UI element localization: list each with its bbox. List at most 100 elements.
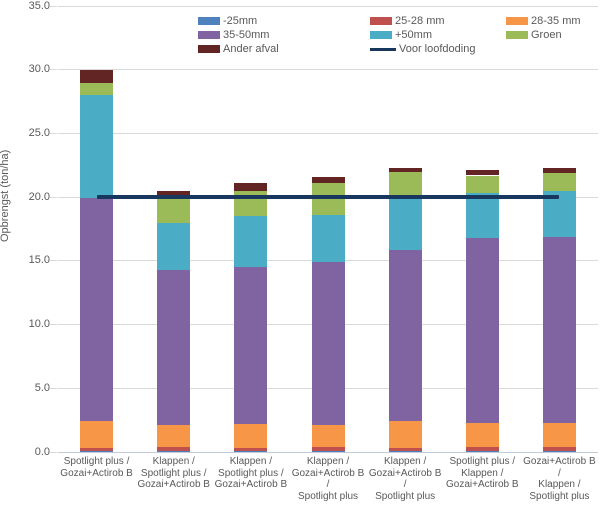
x-axis-label-line: Spotlight plus / xyxy=(140,467,207,479)
bar-segment--25mm[interactable] xyxy=(542,451,576,452)
y-tick-label: 35.0 xyxy=(28,0,50,12)
legend-swatch xyxy=(370,31,392,39)
bar-segment-anderafval[interactable] xyxy=(542,167,576,173)
bar-segment--25mm[interactable] xyxy=(311,451,345,452)
y-tick-label: 5.0 xyxy=(34,381,50,394)
x-axis-label-line: Klappen / xyxy=(384,456,427,467)
bar-segment-35-50mm[interactable] xyxy=(388,250,422,421)
bar-segment--25mm[interactable] xyxy=(234,451,268,452)
legend-item--25mm[interactable]: -25mm xyxy=(198,14,370,28)
bar-segment-25-28mm[interactable] xyxy=(157,446,191,452)
bar-segment-28-35mm[interactable] xyxy=(311,425,345,447)
bar-segment-anderafval[interactable] xyxy=(465,170,499,176)
stacked-bar xyxy=(80,6,114,452)
x-axis-label-line: Klappen / xyxy=(461,467,504,479)
x-axis-line xyxy=(58,451,598,453)
gridline xyxy=(58,5,598,7)
bar-segment-anderafval[interactable] xyxy=(234,183,268,191)
bar-segment-+50mm[interactable] xyxy=(234,216,268,268)
x-axis-label-line: Gozai+Actirob B xyxy=(446,479,519,490)
bar-segment-28-35mm[interactable] xyxy=(465,422,499,447)
bar-segment-anderafval[interactable] xyxy=(80,69,114,84)
bar-segment-28-35mm[interactable] xyxy=(388,420,422,448)
y-tick-label: 20.0 xyxy=(28,190,50,203)
bar-segment-groen[interactable] xyxy=(388,172,422,196)
bar-segment-+50mm[interactable] xyxy=(311,215,345,263)
stacked-bar xyxy=(388,6,422,452)
legend-item-groen[interactable]: Groen xyxy=(506,28,605,42)
bar-segment-28-35mm[interactable] xyxy=(80,421,114,449)
legend-item-anderafval[interactable]: Ander afval xyxy=(198,42,370,56)
x-axis-label-line: Gozai+Actirob B xyxy=(60,467,133,479)
bar-segment-groen[interactable] xyxy=(234,190,268,217)
bar-segment-25-28mm[interactable] xyxy=(234,447,268,452)
y-tick-mark xyxy=(50,5,57,7)
x-axis-label-line: Spotlight plus xyxy=(529,490,590,502)
x-axis-label-line: Gozai+Actirob B xyxy=(214,479,288,490)
bar-segment-groen[interactable] xyxy=(311,183,345,215)
x-axis-label-line: Klappen / xyxy=(306,456,350,467)
bar-segment-+50mm[interactable] xyxy=(157,222,191,270)
bar-segment-35-50mm[interactable] xyxy=(311,262,345,426)
bar-segment-25-28mm[interactable] xyxy=(311,446,345,452)
legend-swatch xyxy=(370,17,392,25)
x-axis-label-line: Gozai+Actirob B / xyxy=(523,456,596,479)
x-axis-label-line: Spotlight plus xyxy=(297,490,359,502)
x-axis-label-line: Gozai+Actirob B / xyxy=(291,467,365,491)
bar-segment-groen[interactable] xyxy=(465,175,499,194)
legend-label: 25-28 mm xyxy=(395,15,445,27)
x-axis-label-line: Spotlight plus / xyxy=(218,467,284,479)
bar-segment-+50mm[interactable] xyxy=(465,193,499,238)
legend-label: 35-50mm xyxy=(223,29,270,41)
bar-segment--25mm[interactable] xyxy=(388,451,422,452)
bar-segment-28-35mm[interactable] xyxy=(542,422,576,447)
bar-segment-+50mm[interactable] xyxy=(80,95,114,199)
bar-segment-28-35mm[interactable] xyxy=(157,424,191,447)
legend-item-35-50mm[interactable]: 35-50mm xyxy=(198,28,370,42)
bar-segment--25mm[interactable] xyxy=(80,451,114,452)
bar-segment--25mm[interactable] xyxy=(157,451,191,452)
legend-item-voorloofdoding[interactable]: Voor loofdoding xyxy=(370,42,506,56)
bar-segment-+50mm[interactable] xyxy=(388,195,422,251)
stacked-bar xyxy=(465,6,499,452)
bar-segment-35-50mm[interactable] xyxy=(80,198,114,422)
x-axis-category-label: Klappen / Spotlight plus / Gozai+Actirob B xyxy=(212,456,289,502)
legend-item-28-35mm[interactable]: 28-35 mm xyxy=(506,14,605,28)
voor-loofdoding-line[interactable] xyxy=(96,195,560,200)
bar-segment-groen[interactable] xyxy=(80,83,114,96)
legend-swatch xyxy=(198,45,220,53)
x-axis-label-line: Gozai+Actirob B / xyxy=(368,467,442,491)
bar-segment-anderafval[interactable] xyxy=(388,167,422,173)
stacked-bar xyxy=(157,6,191,452)
gridline xyxy=(58,132,598,134)
bar-segment-25-28mm[interactable] xyxy=(542,446,576,452)
bar-segment-35-50mm[interactable] xyxy=(157,269,191,425)
bar-segment-35-50mm[interactable] xyxy=(465,237,499,423)
x-axis-label-line: Spotlight plus xyxy=(375,490,436,502)
legend-item-25-28mm[interactable]: 25-28 mm xyxy=(370,14,506,28)
bar-segment-35-50mm[interactable] xyxy=(542,236,576,423)
y-tick-mark xyxy=(50,196,57,198)
legend-item-+50mm[interactable]: +50mm xyxy=(370,28,506,42)
bar-segment-28-35mm[interactable] xyxy=(234,423,268,448)
bar-segment-25-28mm[interactable] xyxy=(80,448,114,452)
bar-segment-25-28mm[interactable] xyxy=(465,446,499,452)
bar-segment-groen[interactable] xyxy=(157,197,191,223)
bar-segment-anderafval[interactable] xyxy=(311,176,345,184)
legend-swatch xyxy=(198,17,220,25)
x-axis-label-line: Gozai+Actirob B xyxy=(137,479,210,490)
y-tick-label: 10.0 xyxy=(28,318,50,331)
bar-segment-groen[interactable] xyxy=(542,172,576,191)
y-tick-label: 0.0 xyxy=(34,445,50,458)
x-axis-category-label: Klappen / Spotlight plus / Gozai+Actirob B xyxy=(135,456,212,502)
bar-segment-anderafval[interactable] xyxy=(157,191,191,198)
legend-label: +50mm xyxy=(395,29,432,41)
bar-segment-35-50mm[interactable] xyxy=(234,267,268,424)
bar-segment--25mm[interactable] xyxy=(465,451,499,452)
x-axis-category-label: Spotlight plus / Gozai+Actirob B xyxy=(58,456,135,502)
x-axis-label-line: Klappen / xyxy=(152,456,195,467)
y-tick-mark xyxy=(50,69,57,71)
legend-label: 28-35 mm xyxy=(531,15,581,27)
bar-segment-25-28mm[interactable] xyxy=(388,447,422,452)
stacked-bar xyxy=(311,6,345,452)
